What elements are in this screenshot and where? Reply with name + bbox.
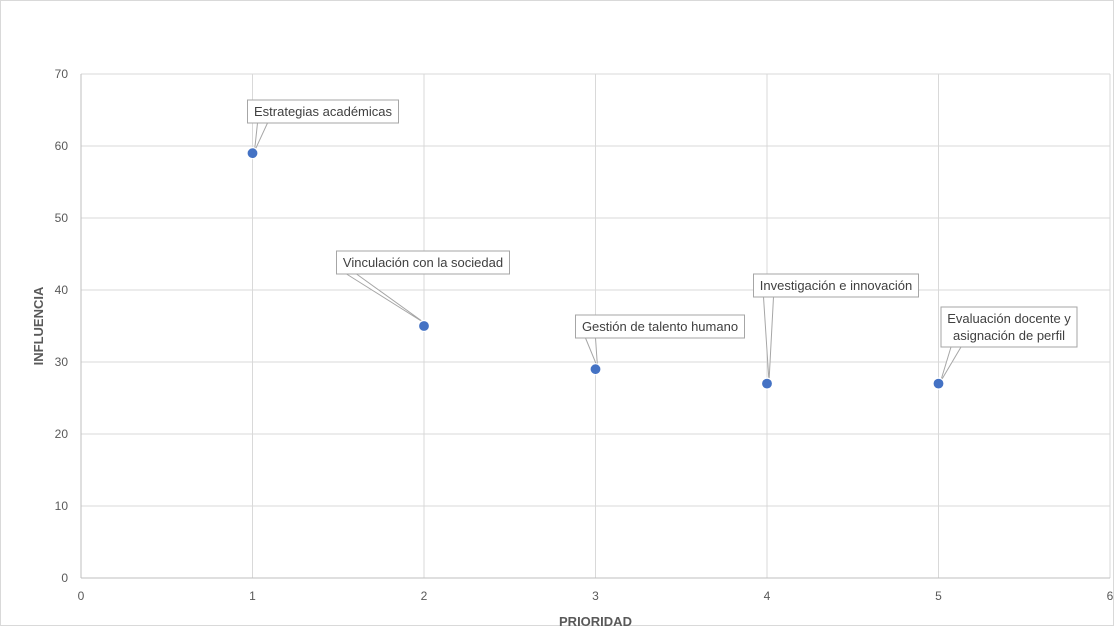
callout-pointer — [254, 122, 268, 152]
x-tick-label: 0 — [78, 589, 85, 603]
data-label-callout: Evaluación docente y asignación de perfil — [940, 306, 1078, 382]
x-tick-label: 6 — [1107, 589, 1114, 603]
data-point — [932, 377, 945, 390]
y-tick-label: 20 — [55, 427, 69, 441]
y-tick-label: 60 — [55, 139, 69, 153]
axes: 0 10 20 30 40 50 60 70 0 1 2 3 4 5 6 — [55, 67, 1114, 603]
data-label: Evaluación docente y — [947, 311, 1071, 326]
y-tick-label: 0 — [61, 571, 68, 585]
data-label: Estrategias académicas — [254, 104, 393, 119]
x-tick-label: 1 — [249, 589, 256, 603]
data-label: Vinculación con la sociedad — [343, 255, 503, 270]
callout-pointer — [763, 296, 774, 382]
x-tick-label: 3 — [592, 589, 599, 603]
data-label-callout: Estrategias académicas — [247, 99, 399, 152]
data-label: Gestión de talento humano — [582, 319, 738, 334]
y-tick-label: 50 — [55, 211, 69, 225]
data-points — [246, 147, 945, 390]
data-label-callout: Vinculación con la sociedad — [336, 250, 510, 325]
callout-box — [753, 273, 919, 298]
data-point — [589, 363, 602, 376]
callout-box — [575, 314, 745, 339]
y-axis-title: INFLUENCIA — [31, 286, 46, 365]
data-label: asignación de perfil — [953, 328, 1065, 343]
y-tick-label: 10 — [55, 499, 69, 513]
callout-box — [336, 250, 510, 275]
data-label-callout: Gestión de talento humano — [575, 314, 745, 368]
data-label: Investigación e innovación — [760, 278, 913, 293]
x-tick-label: 5 — [935, 589, 942, 603]
y-tick-label: 70 — [55, 67, 69, 81]
callout-pointer — [346, 273, 427, 325]
x-tick-label: 2 — [421, 589, 428, 603]
data-point — [246, 147, 259, 160]
callout-pointer — [585, 337, 598, 368]
callouts: Estrategias académicas Vinculación con la… — [247, 99, 1078, 382]
callout-pointer — [940, 346, 962, 382]
x-axis-title: PRIORIDAD — [559, 614, 632, 627]
gridlines — [81, 73, 1111, 578]
data-point — [760, 377, 774, 390]
y-tick-label: 30 — [55, 355, 69, 369]
callout-box — [940, 306, 1078, 348]
data-point — [417, 319, 431, 333]
callout-box — [247, 99, 399, 124]
data-label-callout: Investigación e innovación — [753, 273, 919, 382]
x-tick-label: 4 — [764, 589, 771, 603]
y-tick-label: 40 — [55, 283, 69, 297]
